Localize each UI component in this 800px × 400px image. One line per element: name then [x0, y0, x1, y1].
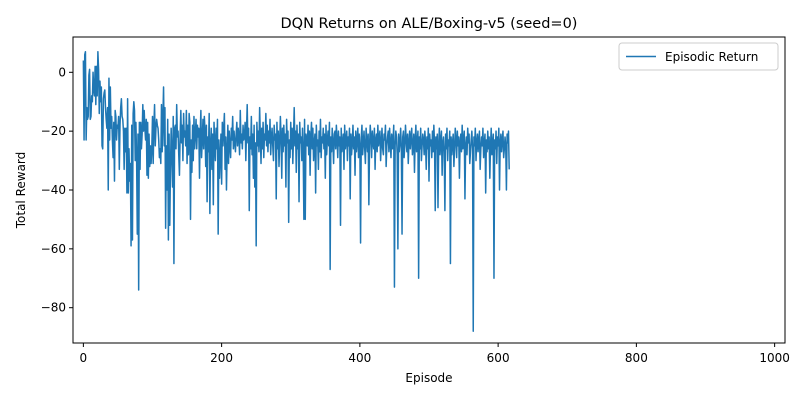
chart-title: DQN Returns on ALE/Boxing-v5 (seed=0) — [281, 16, 578, 32]
x-axis-label: Episode — [405, 371, 452, 385]
x-tick-label-800: 800 — [625, 351, 648, 365]
y-tick-label--20: −20 — [41, 124, 66, 138]
y-tick-label-0: 0 — [58, 65, 66, 79]
x-tick-label-0: 0 — [80, 351, 88, 365]
y-axis: 0 −20 −40 −60 −80 — [41, 65, 73, 315]
x-axis: 0 200 400 600 800 1000 — [80, 343, 790, 365]
y-axis-label: Total Reward — [14, 152, 28, 230]
series-layer — [82, 50, 510, 332]
x-tick-label-200: 200 — [210, 351, 233, 365]
x-tick-label-400: 400 — [348, 351, 371, 365]
y-tick-label--40: −40 — [41, 183, 66, 197]
legend-box — [618, 42, 779, 71]
y-tick-label--60: −60 — [41, 242, 66, 256]
y-tick-label--80: −80 — [41, 301, 66, 315]
legend-label-episodic-return: Episodic Return — [665, 50, 758, 64]
legend: Episodic Return — [618, 42, 779, 71]
x-tick-label-600: 600 — [487, 351, 510, 365]
x-tick-label-1000: 1000 — [759, 351, 790, 365]
series-line-episodic-return — [82, 50, 510, 332]
